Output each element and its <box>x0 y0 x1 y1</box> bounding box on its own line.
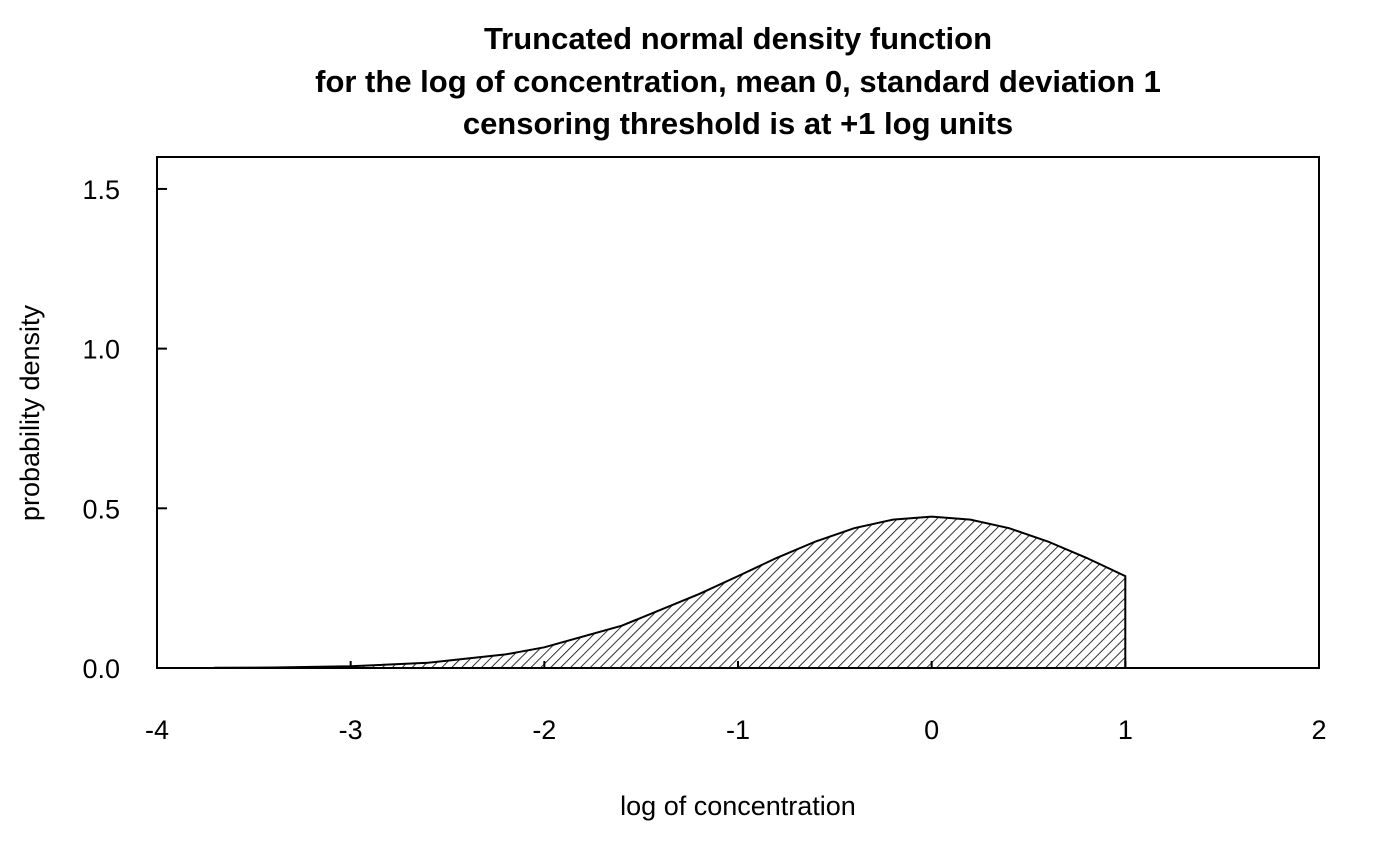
y-tick-label: 0.0 <box>82 654 120 684</box>
y-tick-label: 1.5 <box>82 175 120 205</box>
x-axis: -4 -3 -2 -1 0 1 2 <box>145 661 1327 745</box>
chart-title-line-1: Truncated normal density function <box>484 21 992 56</box>
y-axis: 0.0 0.5 1.0 1.5 <box>82 175 167 684</box>
y-axis-label: probability density <box>15 304 45 521</box>
chart-title-line-2: for the log of concentration, mean 0, st… <box>315 64 1161 99</box>
y-tick-label: 1.0 <box>82 335 120 365</box>
x-tick-label: 0 <box>924 715 939 745</box>
x-tick-label: -3 <box>339 715 363 745</box>
x-tick-label: -1 <box>726 715 750 745</box>
density-area-layer <box>214 515 1127 669</box>
x-tick-label: -2 <box>532 715 556 745</box>
x-tick-label: 2 <box>1311 715 1326 745</box>
density-area <box>214 515 1127 669</box>
chart-title-line-3: censoring threshold is at +1 log units <box>463 106 1013 141</box>
x-tick-label: 1 <box>1118 715 1133 745</box>
x-axis-label: log of concentration <box>620 791 856 821</box>
y-tick-label: 0.5 <box>82 494 120 524</box>
x-tick-label: -4 <box>145 715 169 745</box>
